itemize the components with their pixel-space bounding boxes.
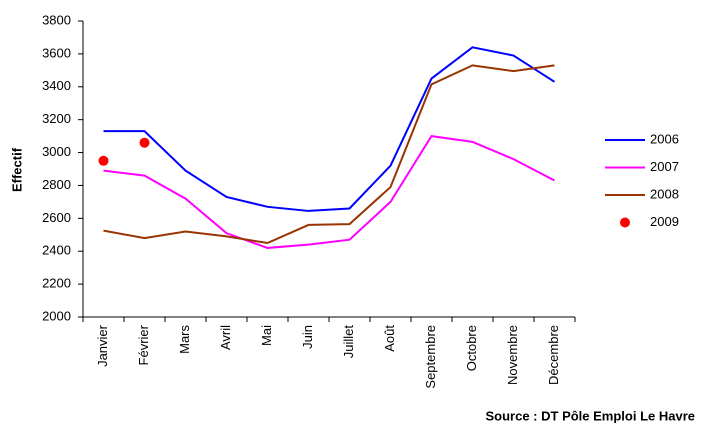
y-tick-label: 3200 [42,111,71,126]
x-tick-label: Novembre [505,325,520,385]
line-series [103,64,555,245]
marker [139,137,150,148]
line-series [103,46,556,212]
legend-marker [620,217,630,228]
legend-label: 2007 [650,159,679,174]
y-tick-label: 2200 [42,276,71,291]
legend-label: 2006 [650,131,679,146]
y-tick-label: 2000 [42,308,71,323]
legend-label: 2008 [650,186,679,201]
line-series [103,135,555,249]
x-tick-label: Juin [300,325,315,349]
marker [98,155,109,166]
y-axis-label: Effectif [9,147,24,192]
y-tick-label: 2400 [42,243,71,258]
x-tick-label: Juillet [341,325,356,359]
legend-label: 2009 [650,214,679,229]
x-tick-label: Mars [177,325,192,354]
y-tick-label: 2800 [42,177,71,192]
y-tick-label: 3600 [42,45,71,60]
x-tick-label: Septembre [423,325,438,389]
y-tick-label: 3800 [42,12,71,27]
y-tick-label: 3000 [42,144,71,159]
source: Source : DT Pôle Emploi Le Havre [486,408,696,423]
y-tick-label: 2600 [42,210,71,225]
x-tick-label: Avril [218,325,233,350]
x-tick-label: Octobre [464,325,479,371]
x-tick-label: Janvier [95,324,110,367]
x-tick-label: Décembre [546,325,561,385]
y-tick-label: 3400 [42,78,71,93]
x-tick-label: Février [136,324,151,365]
x-tick-label: Mai [259,325,274,346]
x-tick-label: Août [382,325,397,352]
